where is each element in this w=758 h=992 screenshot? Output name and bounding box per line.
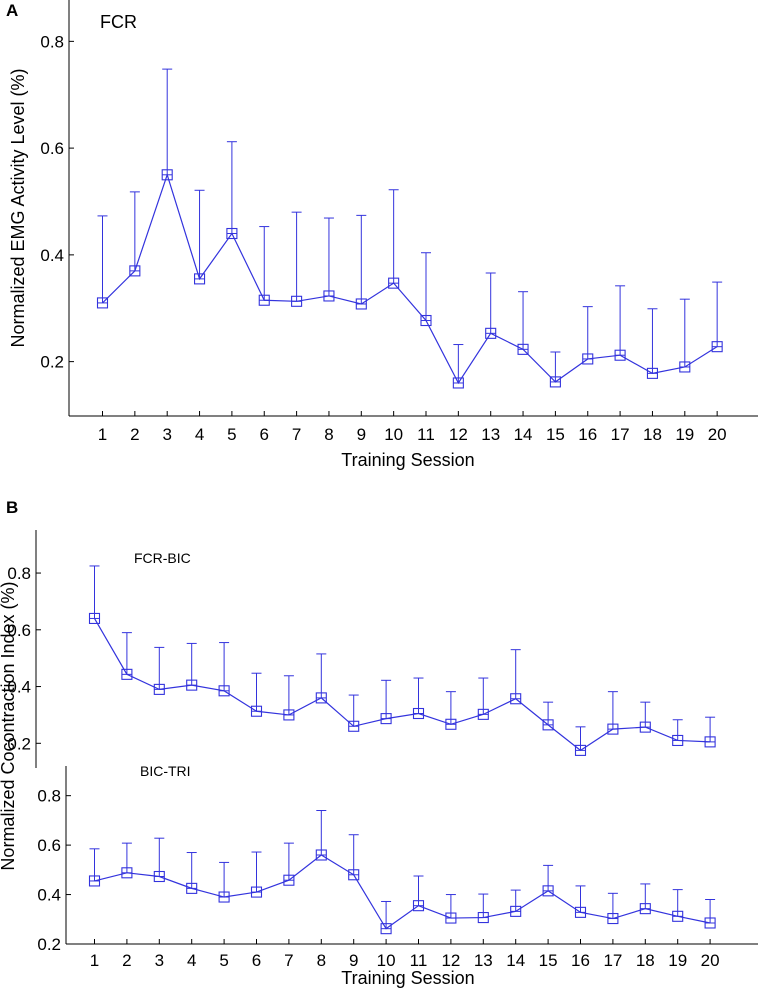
b-bottom-xtick-label-8: 9	[349, 951, 358, 970]
b-bottom-xtick-label-15: 16	[571, 951, 590, 970]
b-bottom-xtick-label-1: 2	[122, 951, 131, 970]
b-bottom-xtick-label-9: 10	[377, 951, 396, 970]
a-xtick-label-9: 10	[384, 425, 403, 444]
panel-a-ylabel: Normalized EMG Activity Level (%)	[8, 68, 28, 347]
panel-a-plot: 0.20.40.60.81 2 3 4 5 6 7 8 9 10 11 12 13 14 15 16 17 18 1…	[40, 32, 726, 444]
b-bottom-xtick-label-18: 19	[668, 951, 687, 970]
b-top-ytick-label-2: 0.6	[7, 621, 31, 640]
panel-b-bottom-title: BIC-TRI	[140, 763, 191, 779]
a-ytick-label-3: 0.8	[40, 32, 64, 51]
a-xtick-label-15: 16	[578, 425, 597, 444]
panel-b-top-plot: 0.2 0.4 0.6 0.8	[7, 564, 716, 756]
panel-b-ylabel: Normalized Cocontraction Index (%)	[0, 581, 18, 870]
a-xtick-label-5: 6	[260, 425, 269, 444]
a-ytick-label-0: 0.2	[40, 353, 64, 372]
b-top-ytick-label-3: 0.8	[7, 564, 31, 583]
b-bottom-xtick-label-17: 18	[636, 951, 655, 970]
panel-a-xlabel: Training Session	[341, 450, 474, 470]
panel-b-bottom-plot: 0.20.40.60.81 2 3 4 5 6 7 8 9 10 11 12 13 14 15 16 17 18 1…	[37, 787, 719, 970]
b-bottom-xtick-label-16: 17	[603, 951, 622, 970]
b-top-ytick-label-0: 0.2	[7, 734, 31, 753]
a-xtick-label-12: 13	[481, 425, 500, 444]
a-xtick-label-7: 8	[324, 425, 333, 444]
a-xtick-label-10: 11	[417, 425, 435, 444]
a-ytick-label-2: 0.6	[40, 139, 64, 158]
panel-label-a: A	[6, 1, 18, 20]
b-bottom-xtick-label-2: 3	[155, 951, 164, 970]
a-xtick-label-8: 9	[357, 425, 366, 444]
a-xtick-label-19: 20	[708, 425, 727, 444]
b-bottom-ytick-label-2: 0.6	[37, 836, 61, 855]
b-bottom-xtick-label-13: 14	[506, 951, 525, 970]
a-xtick-label-11: 12	[449, 425, 468, 444]
b-top-ytick-label-1: 0.4	[7, 678, 31, 697]
a-xtick-label-16: 17	[611, 425, 630, 444]
a-xtick-label-17: 18	[643, 425, 662, 444]
a-xtick-label-1: 2	[130, 425, 139, 444]
a-xtick-label-14: 15	[546, 425, 565, 444]
b-bottom-xtick-label-19: 20	[701, 951, 720, 970]
panel-b-xlabel: Training Session	[341, 968, 474, 988]
b-bottom-xtick-label-6: 7	[284, 951, 293, 970]
b-bottom-xtick-label-7: 8	[317, 951, 326, 970]
b-bottom-ytick-label-3: 0.8	[37, 787, 61, 806]
b-bottom-xtick-label-3: 4	[187, 951, 196, 970]
a-xtick-label-13: 14	[514, 425, 533, 444]
b-bottom-xtick-label-0: 1	[90, 951, 99, 970]
a-ytick-label-1: 0.4	[40, 246, 64, 265]
b-bottom-xtick-label-11: 12	[441, 951, 460, 970]
a-xtick-label-18: 19	[675, 425, 694, 444]
b-bottom-xtick-label-14: 15	[539, 951, 558, 970]
b-bottom-xtick-label-12: 13	[474, 951, 493, 970]
b-bottom-xtick-label-5: 6	[252, 951, 261, 970]
a-xtick-label-6: 7	[292, 425, 301, 444]
panel-a-title: FCR	[100, 12, 137, 32]
b-bottom-xtick-label-10: 11	[410, 951, 428, 970]
panel-label-b: B	[6, 498, 18, 517]
a-xtick-label-2: 3	[162, 425, 171, 444]
a-xtick-label-4: 5	[227, 425, 236, 444]
panel-b-top-title: FCR-BIC	[134, 550, 191, 566]
b-bottom-xtick-label-4: 5	[219, 951, 228, 970]
a-xtick-label-0: 1	[98, 425, 107, 444]
a-xtick-label-3: 4	[195, 425, 204, 444]
b-bottom-ytick-label-0: 0.2	[37, 935, 61, 954]
b-bottom-ytick-label-1: 0.4	[37, 886, 61, 905]
